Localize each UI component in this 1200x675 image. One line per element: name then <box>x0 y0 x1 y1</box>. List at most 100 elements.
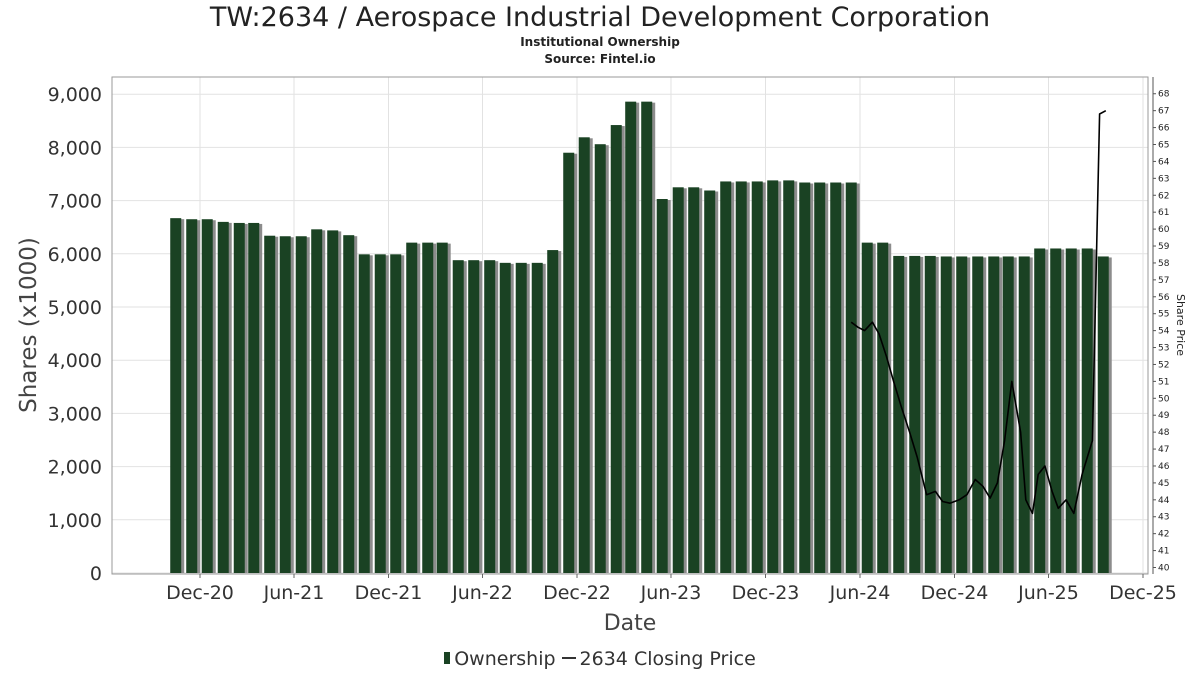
chart-title: TW:2634 / Aerospace Industrial Developme… <box>209 2 991 33</box>
y2-tick-label: 62 <box>1158 191 1169 201</box>
ownership-bar <box>783 180 795 573</box>
ownership-bar <box>1081 248 1093 574</box>
ownership-bar <box>406 242 418 574</box>
ownership-bar <box>531 262 543 573</box>
ownership-bar <box>264 235 276 573</box>
y2-tick-label: 52 <box>1158 360 1169 370</box>
y2-tick-label: 50 <box>1158 394 1170 404</box>
y2-tick-label: 41 <box>1158 547 1169 557</box>
x-tick-label: Dec-24 <box>921 582 989 604</box>
ownership-bar <box>767 180 779 573</box>
x-tick-label: Jun-23 <box>640 582 702 604</box>
ownership-bar <box>436 242 448 574</box>
y2-tick-label: 64 <box>1158 157 1170 167</box>
ownership-bar <box>861 242 873 574</box>
ownership-bar <box>390 254 402 573</box>
y2-tick-label: 51 <box>1158 377 1169 387</box>
x-tick-label: Dec-25 <box>1109 582 1177 604</box>
ownership-bar <box>327 230 339 573</box>
y2-tick-label: 54 <box>1158 327 1170 337</box>
x-tick-label: Jun-25 <box>1017 582 1079 604</box>
price-line-layer <box>850 109 1107 515</box>
y2-tick-label: 60 <box>1158 225 1170 235</box>
legend: Ownership 2634 Closing Price <box>0 647 1200 671</box>
ownership-bar <box>720 181 732 573</box>
ownership-bar <box>972 256 984 573</box>
ownership-bar <box>877 242 889 574</box>
ownership-bar <box>830 182 842 573</box>
ownership-bars <box>170 101 1112 574</box>
legend-label-ownership: Ownership <box>454 648 556 670</box>
ownership-bar <box>814 182 826 573</box>
x-tick-label: Dec-22 <box>543 582 611 604</box>
ownership-bar <box>641 101 653 573</box>
y2-tick-label: 45 <box>1158 479 1169 489</box>
ownership-bar <box>547 250 559 574</box>
chart-subtitle: Institutional Ownership <box>520 35 680 49</box>
y-tick-label: 4,000 <box>48 350 102 372</box>
ownership-bar <box>1097 256 1109 573</box>
ownership-bar <box>201 219 213 573</box>
x-tick-label: Jun-21 <box>263 582 325 604</box>
y-tick-label: 1,000 <box>48 510 102 532</box>
ownership-bar <box>217 221 229 573</box>
y2-tick-label: 65 <box>1158 141 1169 151</box>
ownership-bar <box>1065 248 1077 574</box>
legend-item-ownership: Ownership <box>444 647 556 671</box>
ownership-bar <box>422 242 434 574</box>
ownership-bar <box>924 255 936 574</box>
ownership-bar <box>845 182 857 573</box>
price-line-icon <box>561 656 576 659</box>
ownership-bar <box>452 260 464 573</box>
y2-tick-label: 63 <box>1158 174 1169 184</box>
ownership-bar <box>672 187 684 574</box>
y-axis-left: 0 1,000 2,000 3,000 4,000 5,000 6,000 7,000 8,00… <box>48 84 102 585</box>
y2-tick-label: 48 <box>1158 428 1170 438</box>
ownership-bar <box>343 235 355 573</box>
y2-tick-label: 66 <box>1158 124 1170 134</box>
ownership-bar <box>499 262 511 573</box>
x-tick-label: Jun-24 <box>829 582 891 604</box>
ownership-bar <box>909 255 921 574</box>
y2-tick-label: 68 <box>1158 90 1170 100</box>
ownership-bar <box>279 236 291 573</box>
ownership-bar <box>578 137 590 574</box>
x-axis-label: Date <box>604 611 657 636</box>
ownership-bar <box>358 254 370 573</box>
y2-tick-label: 40 <box>1158 564 1170 574</box>
y2-tick-label: 49 <box>1158 411 1170 421</box>
ownership-bar <box>656 199 668 573</box>
ownership-swatch-icon <box>444 651 451 664</box>
y2-tick-label: 47 <box>1158 445 1169 455</box>
ownership-bar <box>688 187 700 574</box>
ownership-bar <box>610 125 622 573</box>
x-tick-label: Jun-22 <box>451 582 513 604</box>
ownership-bar <box>311 229 323 573</box>
ownership-bar <box>233 222 245 573</box>
y2-tick-label: 44 <box>1158 496 1170 506</box>
y2-tick-label: 67 <box>1158 107 1169 117</box>
ownership-bar <box>893 255 905 574</box>
ownership-bar <box>594 144 606 573</box>
ownership-bar <box>248 222 260 573</box>
legend-item-price: 2634 Closing Price <box>558 647 756 671</box>
plot-frame <box>111 76 1149 575</box>
y2-tick-label: 58 <box>1158 259 1170 269</box>
y2-tick-label: 57 <box>1158 276 1169 286</box>
y-axis-right: 40 41 42 43 44 45 46 47 48 49 50 51 52 53 54 55 56 57 58 59… <box>1152 77 1170 574</box>
ownership-bar <box>751 181 763 573</box>
ownership-bar <box>735 181 747 573</box>
ownership-bar <box>799 182 811 573</box>
ownership-bar <box>295 236 307 573</box>
ownership-bar <box>515 262 527 573</box>
ownership-bar <box>170 218 182 573</box>
ownership-bar <box>988 256 1000 573</box>
x-tick-label: Dec-21 <box>355 582 423 604</box>
y-tick-label: 9,000 <box>48 84 102 106</box>
ownership-bar <box>484 260 496 573</box>
ownership-bar <box>374 254 386 573</box>
ownership-bar <box>1050 248 1062 574</box>
ownership-bar <box>956 256 968 573</box>
y-tick-label: 3,000 <box>48 403 102 425</box>
y-axis-label: Shares (x1000) <box>16 237 42 413</box>
